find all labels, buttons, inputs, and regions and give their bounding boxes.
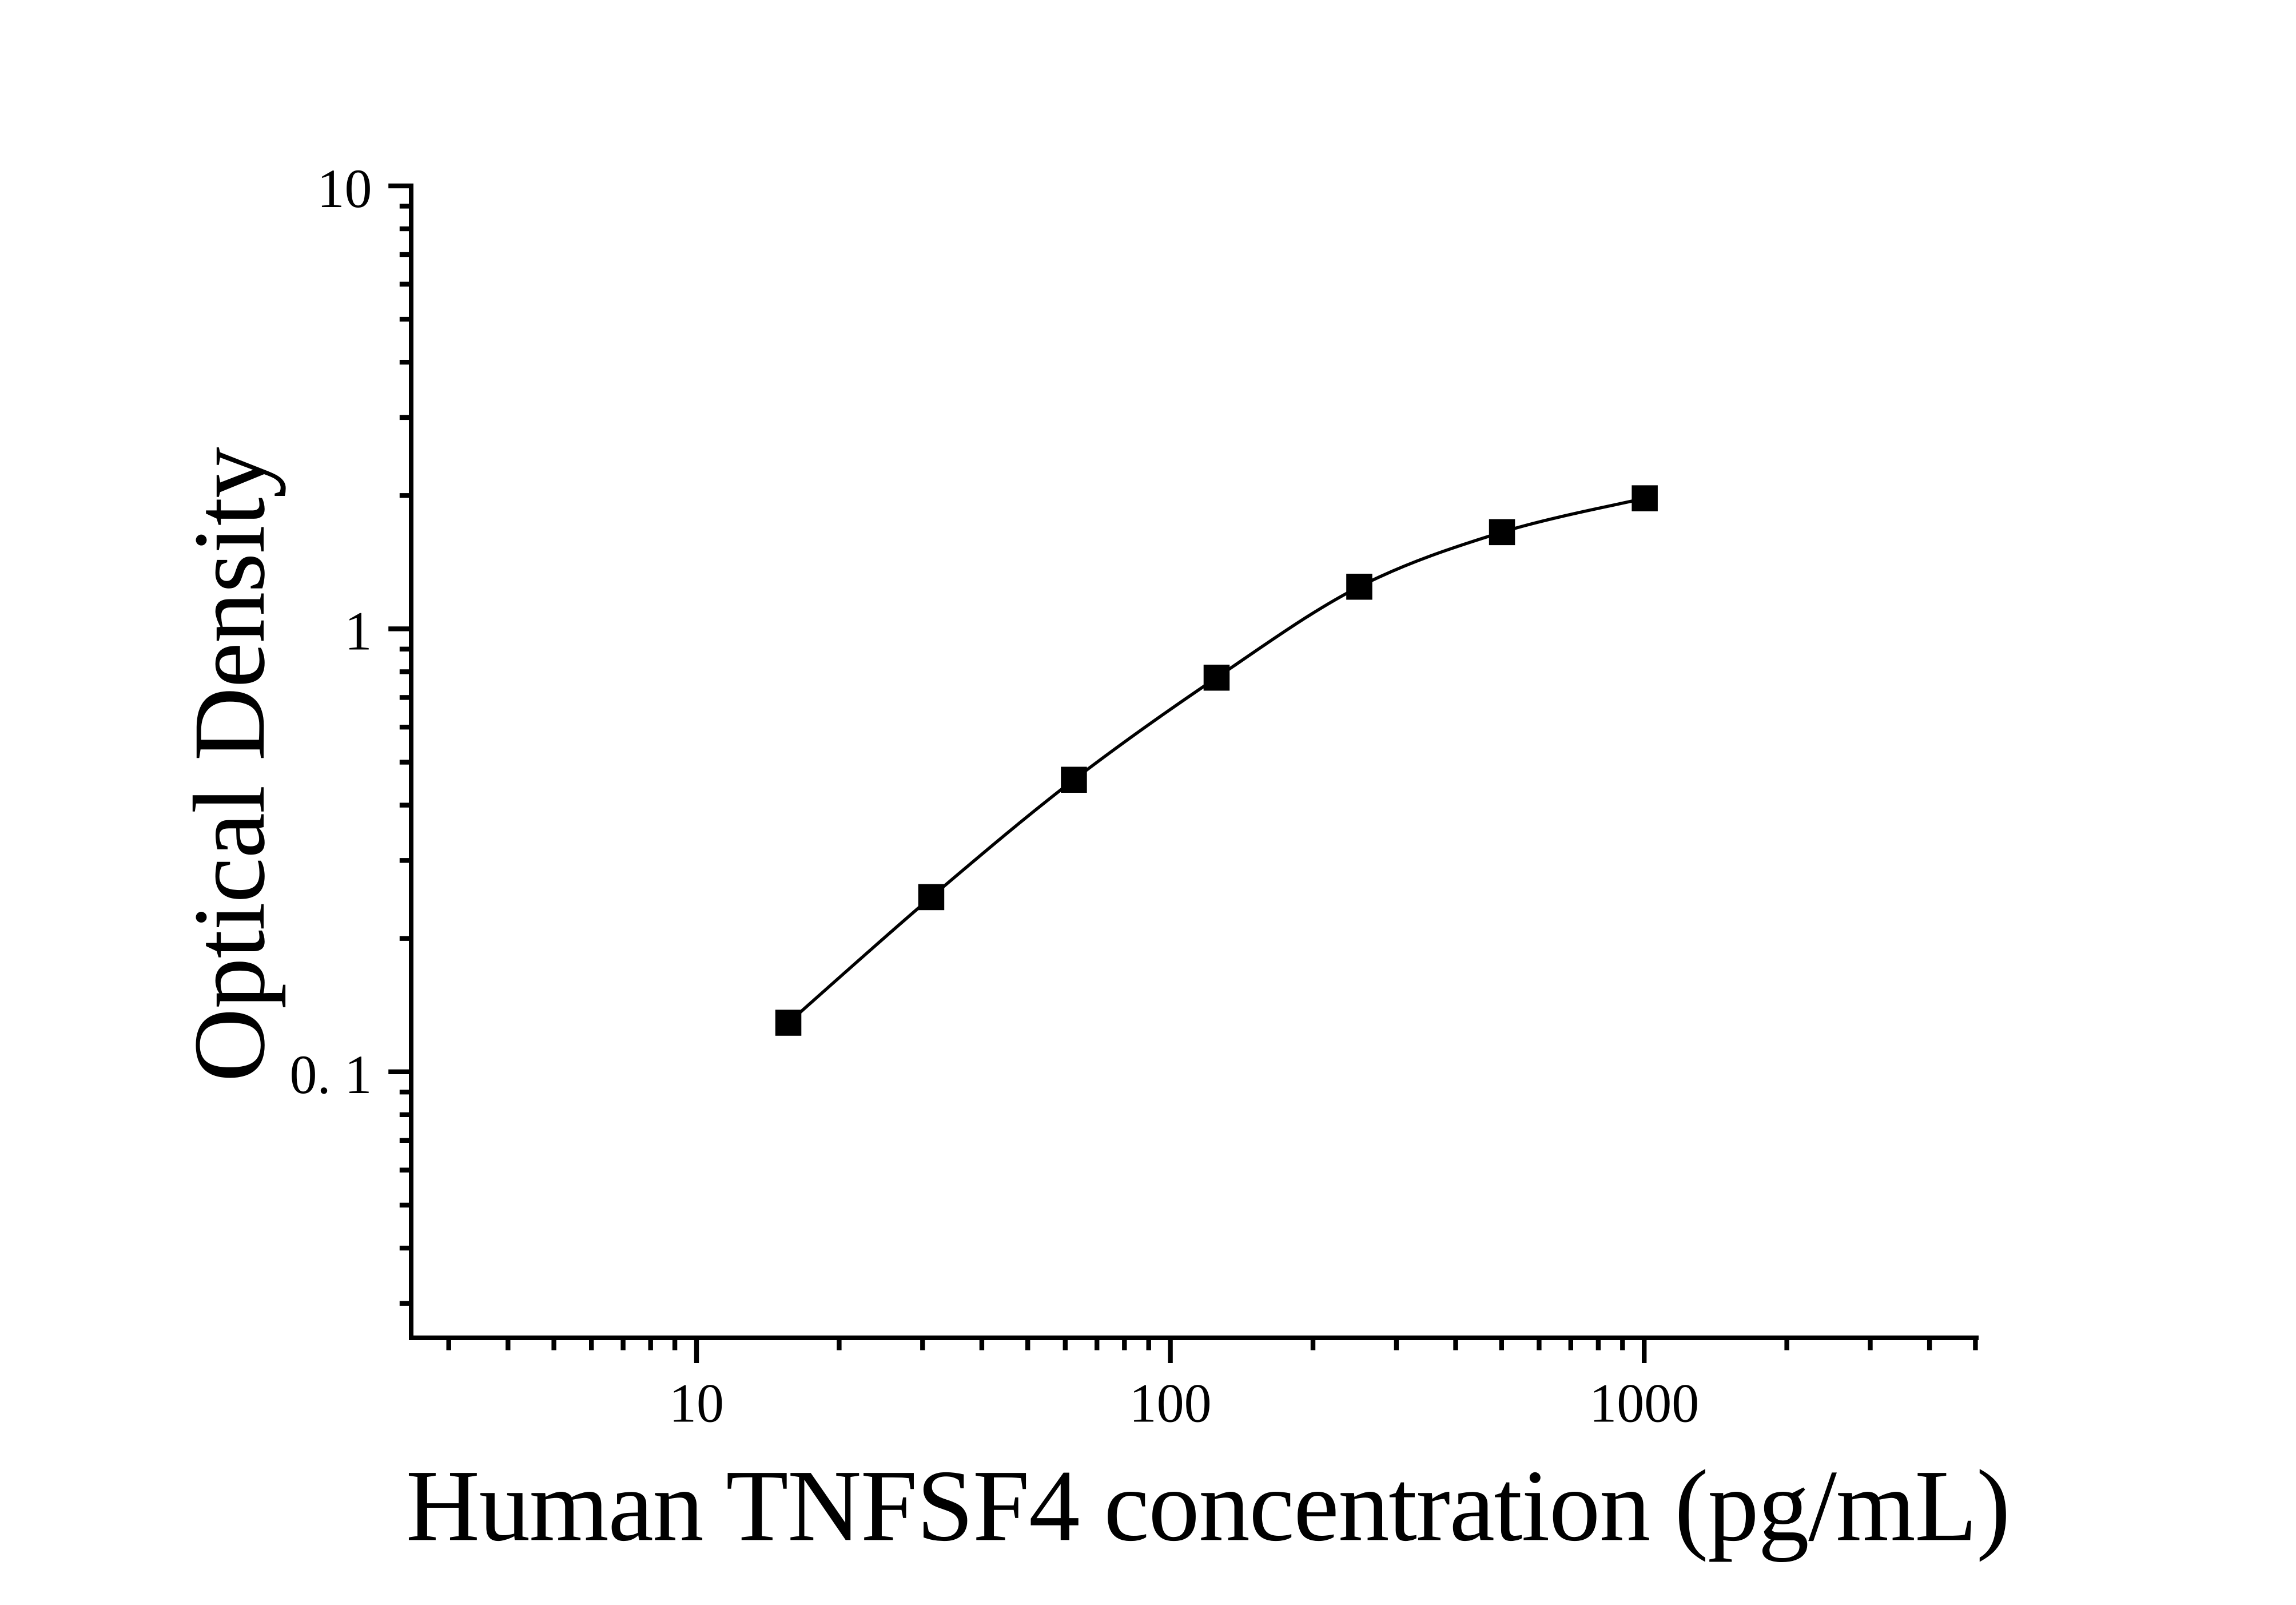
svg-text:0. 1: 0. 1	[290, 1044, 372, 1105]
svg-text:100: 100	[1129, 1373, 1212, 1434]
svg-text:1000: 1000	[1589, 1373, 1699, 1434]
svg-text:Optical Density: Optical Density	[172, 447, 286, 1082]
svg-text:1: 1	[345, 601, 372, 662]
svg-text:10: 10	[669, 1373, 724, 1434]
svg-text:10: 10	[317, 158, 372, 219]
svg-text:Human TNFSF4 concentration (pg: Human TNFSF4 concentration (pg/mL)	[406, 1448, 2010, 1562]
